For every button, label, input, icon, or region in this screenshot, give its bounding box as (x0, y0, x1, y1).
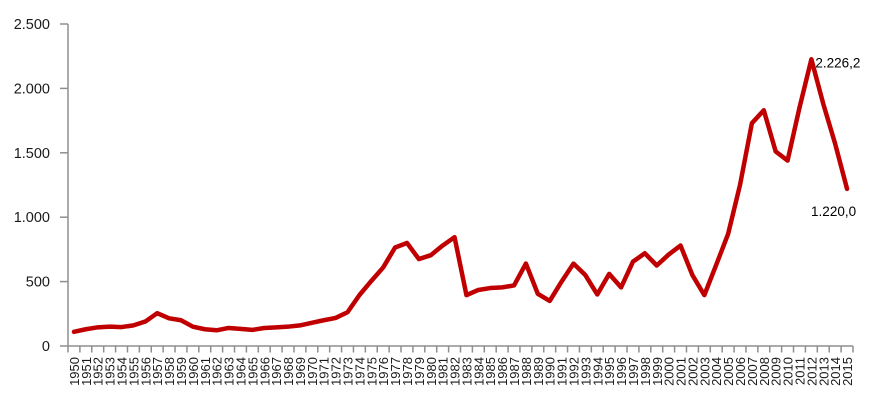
x-tick-label: 1960 (186, 357, 201, 386)
x-tick-label: 1986 (495, 357, 510, 386)
y-tick-label: 1.500 (14, 146, 50, 162)
x-tick-label: 1954 (115, 357, 130, 386)
x-tick-label: 2012 (804, 357, 819, 386)
x-tick-label: 1952 (91, 357, 106, 386)
x-tick-label: 2014 (828, 357, 843, 386)
x-tick-label: 1993 (578, 357, 593, 386)
x-tick-label: 1950 (67, 357, 82, 386)
x-tick-label: 1990 (543, 357, 558, 386)
x-tick-label: 1957 (150, 357, 165, 386)
y-tick-label: 500 (26, 275, 50, 291)
x-tick-label: 2002 (685, 357, 700, 386)
x-tick-label: 1963 (222, 357, 237, 386)
x-tick-label: 1984 (471, 357, 486, 386)
x-tick-label: 1972 (329, 357, 344, 386)
y-tick-label: 2.000 (14, 81, 50, 97)
x-tick-label: 1958 (162, 357, 177, 386)
x-tick-label: 1966 (257, 357, 272, 386)
x-tick-label: 1955 (126, 357, 141, 386)
data-label-2015: 1.220,0 (811, 204, 856, 219)
x-tick-label: 1978 (400, 357, 415, 386)
x-tick-label: 1996 (614, 357, 629, 386)
data-label-2012: 2.226,2 (815, 55, 860, 70)
x-tick-label: 1968 (281, 357, 296, 386)
x-tick-label: 1969 (293, 357, 308, 386)
y-tick-label: 1.000 (14, 210, 50, 226)
x-tick-label: 1999 (650, 357, 665, 386)
x-tick-label: 1989 (531, 357, 546, 386)
x-tick-label: 1979 (412, 357, 427, 386)
x-tick-label: 2003 (697, 357, 712, 386)
x-tick-label: 2006 (733, 357, 748, 386)
x-tick-label: 1964 (233, 357, 248, 386)
x-tick-label: 1951 (79, 357, 94, 386)
x-tick-label: 1980 (424, 357, 439, 386)
x-tick-label: 1991 (555, 357, 570, 386)
data-series-line (71, 57, 850, 335)
x-tick-label: 2015 (840, 357, 855, 386)
y-tick-label: 2.500 (14, 17, 50, 33)
x-tick-label: 1995 (602, 357, 617, 386)
x-tick-label: 2013 (816, 357, 831, 386)
x-tick-label: 2009 (769, 357, 784, 386)
x-tick-label: 1976 (376, 357, 391, 386)
x-tick-label: 1998 (638, 357, 653, 386)
x-tick-label: 2004 (709, 357, 724, 386)
x-tick-label: 1994 (590, 357, 605, 386)
x-tick-label: 1956 (138, 357, 153, 386)
x-tick-label: 1982 (448, 357, 463, 386)
x-tick-label: 1997 (626, 357, 641, 386)
x-tick-label: 1961 (198, 357, 213, 386)
x-tick-label: 1988 (519, 357, 534, 386)
x-tick-label: 1971 (317, 357, 332, 386)
x-tick-label: 1985 (483, 357, 498, 386)
x-tick-label: 1992 (566, 357, 581, 386)
x-tick-label: 1953 (103, 357, 118, 386)
x-tick-label: 1983 (459, 357, 474, 386)
x-tick-label: 1981 (436, 357, 451, 386)
x-tick-label: 1967 (269, 357, 284, 386)
x-tick-label: 2008 (757, 357, 772, 386)
x-tick-label: 1974 (352, 357, 367, 386)
x-tick-label: 2001 (674, 357, 689, 386)
y-tick-label: 0 (42, 339, 50, 355)
x-tick-label: 1987 (507, 357, 522, 386)
x-tick-label: 2011 (792, 357, 807, 385)
x-tick-label: 2000 (662, 357, 677, 386)
x-tick-label: 1973 (341, 357, 356, 386)
x-tick-label: 2005 (721, 357, 736, 386)
x-tick-label: 1970 (305, 357, 320, 386)
x-tick-label: 2010 (781, 357, 796, 386)
x-tick-label: 1959 (174, 357, 189, 386)
x-tick-label: 1975 (364, 357, 379, 386)
x-tick-label: 1977 (388, 357, 403, 386)
x-tick-label: 2007 (745, 357, 760, 386)
x-tick-label: 1962 (210, 357, 225, 386)
x-tick-label: 1965 (245, 357, 260, 386)
